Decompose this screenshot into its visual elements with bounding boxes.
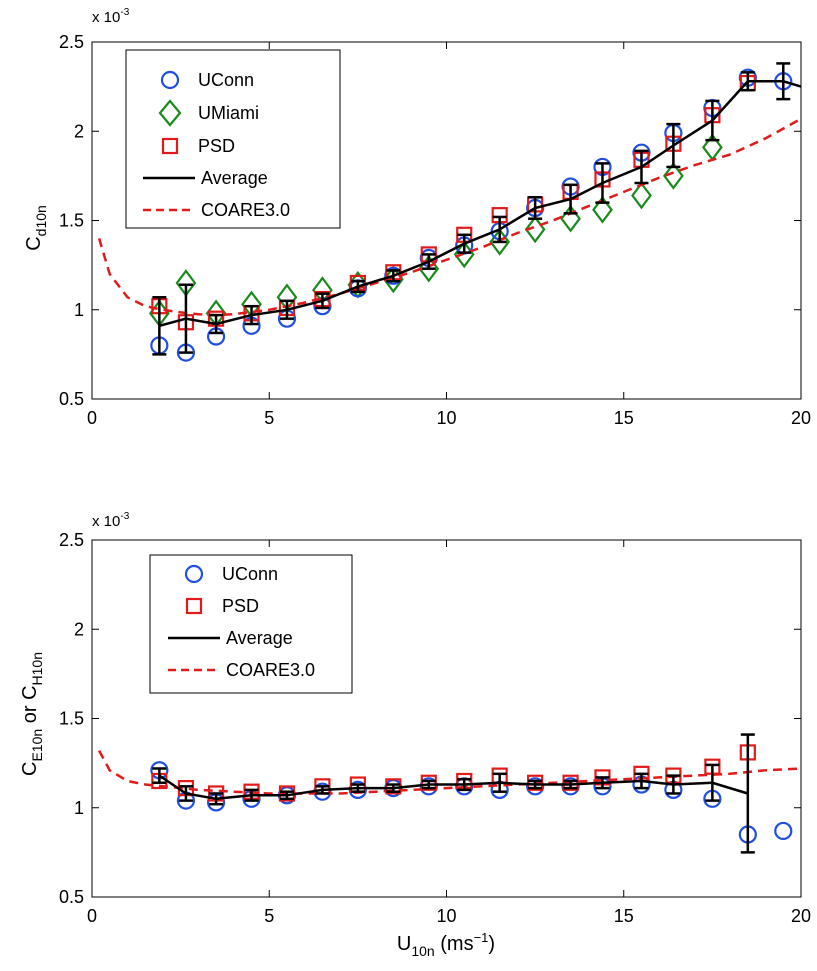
umiami-point xyxy=(663,162,684,190)
legend-uconn-label: UConn xyxy=(198,70,254,90)
transfer-x-tick-label: 5 xyxy=(264,906,274,926)
transfer-x-tick-label: 10 xyxy=(436,906,456,926)
drag-x-tick-label: 15 xyxy=(614,408,634,428)
transfer-y-tick-label: 1.5 xyxy=(59,709,84,729)
drag-y-tick-label: 0.5 xyxy=(59,389,84,409)
average-line xyxy=(158,774,749,801)
legend-umiami-label: UMiami xyxy=(198,103,259,123)
legend-umiami-marker xyxy=(158,99,182,127)
drag-x-tick-label: 5 xyxy=(264,408,274,428)
average-line xyxy=(159,80,802,328)
legend-uconn-marker xyxy=(160,70,180,90)
umiami-point xyxy=(592,195,613,224)
legend-uconn-label: UConn xyxy=(222,564,278,584)
drag-legend: UConn UMiami PSD Average COARE3.0 xyxy=(125,49,341,229)
transfer-x-tick-label: 15 xyxy=(614,906,634,926)
drag-y-tick-label: 2 xyxy=(74,121,84,141)
transfer-y-tick-label: 0.5 xyxy=(59,887,84,907)
umiami-point xyxy=(631,181,652,210)
transfer-exponent-label: x 10-3 xyxy=(92,511,130,530)
legend-average-label: Average xyxy=(201,168,268,188)
transfer-y-tick-label: 2 xyxy=(74,619,84,639)
legend-coare-label: COARE3.0 xyxy=(201,200,290,220)
coare-curve xyxy=(97,117,802,317)
transfer-x-tick-label: 0 xyxy=(87,906,97,926)
drag-y-axis-label: Cd10n xyxy=(23,205,49,251)
coare-curve xyxy=(97,750,802,795)
drag-legend-box xyxy=(125,49,341,229)
transfer-x-axis-label: U10n (ms−1) xyxy=(397,930,495,959)
drag-coefficient-panel: 0 5 10 15 20 0.5 1 1.5 2 2.5 x 10-3 Cd10n UConn U… xyxy=(23,7,811,428)
drag-x-tick-label: 20 xyxy=(791,408,811,428)
drag-plot-area: 0 5 10 15 20 0.5 1 1.5 2 2.5 xyxy=(59,32,811,428)
legend-uconn-marker xyxy=(184,564,204,584)
umiami-point xyxy=(560,204,581,233)
drag-x-tick-label: 0 xyxy=(87,408,97,428)
transfer-y-axis-label: CE10n or CH10n xyxy=(19,652,45,776)
transfer-coefficient-panel: 0 5 10 15 20 0.5 1 1.5 2 2.5 x 10-3 CE10n or CH10… xyxy=(19,511,811,959)
legend-psd-marker xyxy=(161,137,179,155)
transfer-legend: UConn PSD Average COARE3.0 xyxy=(149,554,353,694)
uconn-point xyxy=(774,821,793,841)
transfer-x-tick-label: 20 xyxy=(791,906,811,926)
drag-x-tick-label: 10 xyxy=(436,408,456,428)
legend-psd-marker xyxy=(185,597,203,615)
legend-average-label: Average xyxy=(226,628,293,648)
drag-exponent-label: x 10-3 xyxy=(92,7,130,26)
legend-psd-label: PSD xyxy=(222,596,259,616)
transfer-y-tick-label: 2.5 xyxy=(59,530,84,550)
drag-y-tick-label: 2.5 xyxy=(59,32,84,52)
legend-coare-label: COARE3.0 xyxy=(226,660,315,680)
drag-y-tick-label: 1 xyxy=(74,300,84,320)
transfer-y-tick-label: 1 xyxy=(74,798,84,818)
transfer-plot-area: 0 5 10 15 20 0.5 1 1.5 2 2.5 xyxy=(59,530,811,926)
legend-psd-label: PSD xyxy=(198,136,235,156)
drag-y-tick-label: 1.5 xyxy=(59,211,84,231)
